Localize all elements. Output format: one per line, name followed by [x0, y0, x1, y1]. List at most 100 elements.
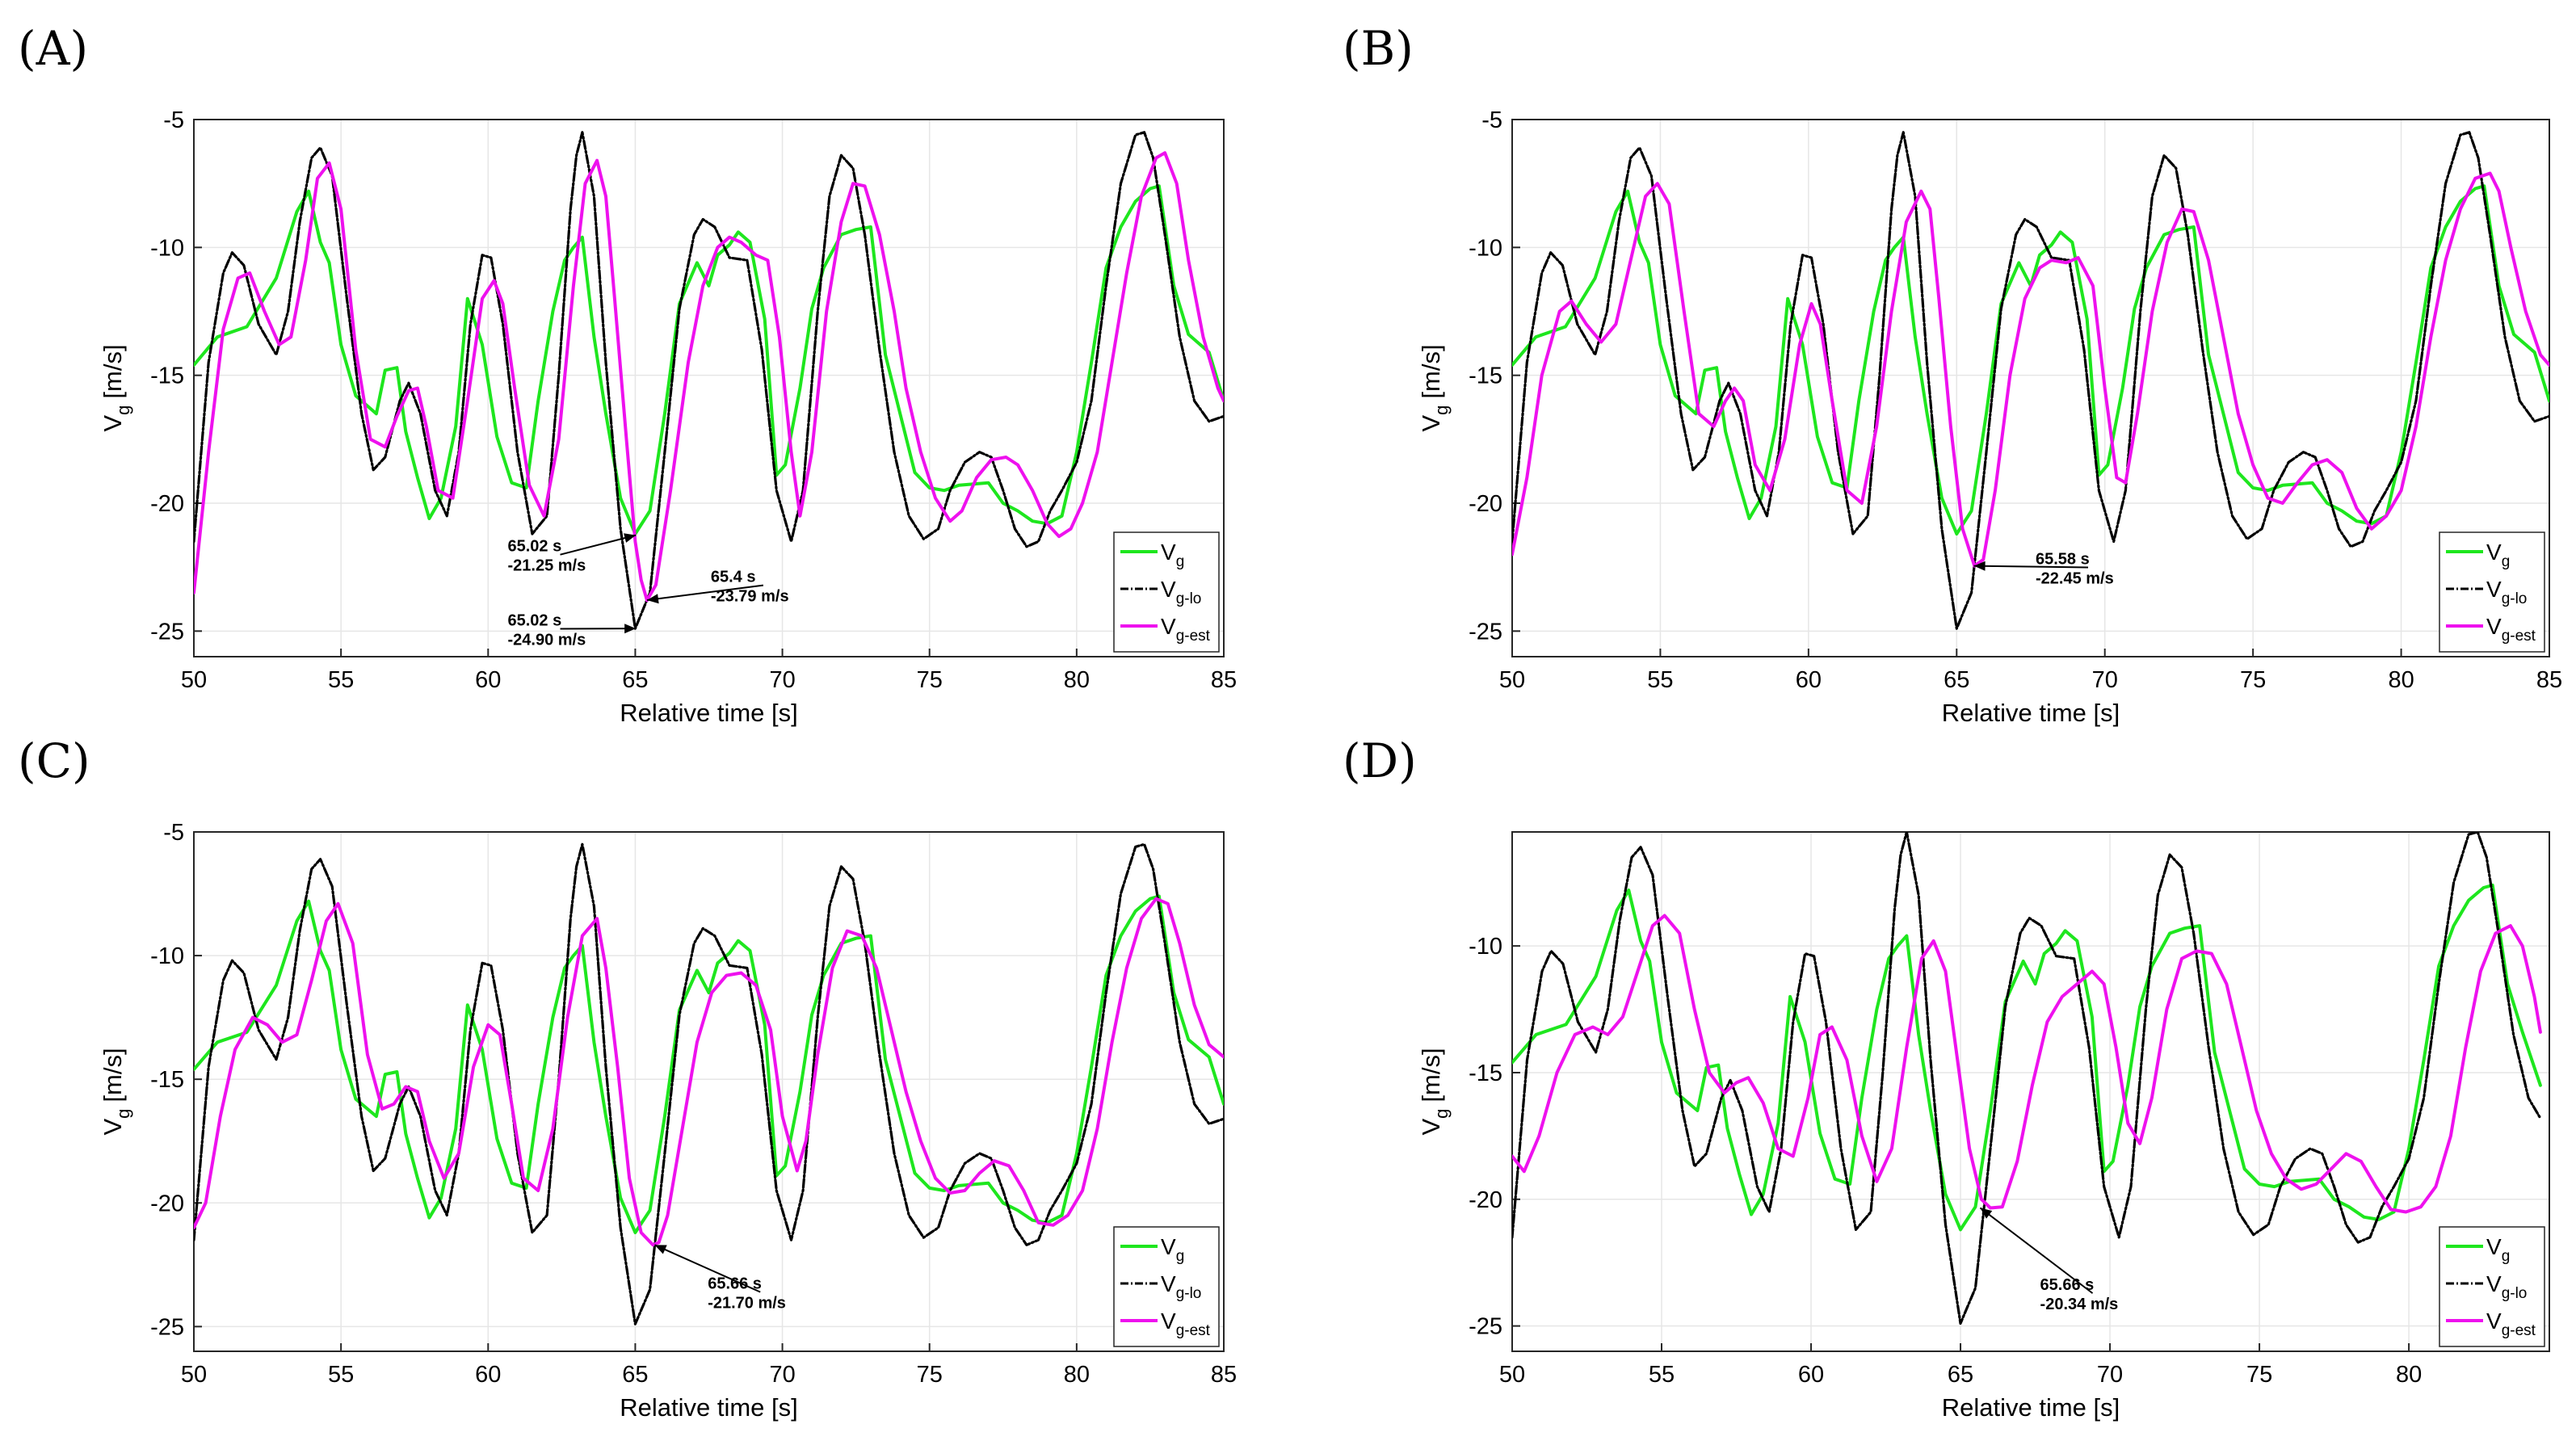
annotation-value: -20.34 m/s — [2040, 1296, 2119, 1313]
legend-label-g-lo: Vg-lo — [2486, 577, 2527, 607]
legend-label-sub: g — [2502, 553, 2511, 570]
y-tick-label: -5 — [163, 107, 184, 133]
y-tick-label: -25 — [150, 1314, 184, 1340]
annotation-time: 65.66 s — [2040, 1276, 2095, 1294]
legend-label-sub: g — [1176, 553, 1185, 570]
legend-label-sub: g-lo — [2502, 1285, 2528, 1302]
y-axis-label-unit: [m/s] — [99, 1048, 127, 1102]
y-tick-label: -20 — [150, 1191, 184, 1216]
annotation-arrowhead — [624, 533, 637, 543]
annotation-time: 65.02 s — [508, 612, 562, 630]
legend-box — [1113, 531, 1220, 653]
x-tick-label: 80 — [2396, 1362, 2422, 1388]
plot-area — [194, 120, 1224, 657]
y-axis-label-main: V — [1417, 1119, 1445, 1136]
y-tick-label: -10 — [1469, 235, 1502, 261]
series-line-v-g — [1512, 883, 2542, 1232]
series-group — [194, 131, 1224, 630]
legend-label-g-lo: Vg-lo — [1161, 577, 1201, 607]
axes-box — [193, 831, 1225, 1352]
x-tick-label: 75 — [917, 1362, 943, 1388]
y-tick-label: -10 — [150, 943, 184, 969]
legend-label-main: V — [2486, 614, 2502, 639]
x-tick-label: 75 — [917, 667, 943, 693]
x-tick-label: 75 — [2240, 667, 2266, 693]
chart-panel-d: (D) 50 55 60 65 70 75 80 -10 -15 -20 -25 Relative ti… — [1343, 733, 2550, 1422]
legend-label-sub: g-lo — [1176, 1285, 1202, 1302]
chart-panel-c: (C) 50 55 60 65 70 75 80 85 -5 -10 -15 -20 -25 Relativ… — [18, 733, 1237, 1422]
y-tick-label: -15 — [150, 363, 184, 389]
chart-panel-a: (A) 50 55 60 65 70 75 80 85 -5 -10 -15 -20 -25 Relativ… — [18, 21, 1237, 727]
chart-panel-b: (B) 50 55 60 65 70 75 80 85 -5 -10 -15 -20 -25 Relativ… — [1343, 21, 2562, 727]
y-axis-label-unit: [m/s] — [1417, 1048, 1445, 1102]
series-line-v-g-lo — [1512, 131, 2549, 630]
legend-label-sub: g-lo — [1176, 590, 1202, 607]
x-tick-label: 50 — [181, 667, 207, 693]
legend-label-main: V — [1161, 614, 1176, 639]
y-axis-label-sub: g — [113, 1109, 133, 1119]
x-tick-label: 80 — [1064, 1362, 1090, 1388]
legend-label-main: V — [2486, 1271, 2502, 1296]
x-tick-label: 60 — [475, 667, 501, 693]
y-axis-label: Vg [m/s] — [99, 1048, 133, 1135]
y-tick-label: -15 — [150, 1067, 184, 1093]
y-axis-label: Vg [m/s] — [1417, 1048, 1452, 1135]
axes-box — [1511, 119, 2550, 657]
series-group — [1512, 832, 2542, 1325]
y-tick-label: -25 — [1469, 619, 1502, 645]
legend-label-sub: g-est — [2502, 628, 2536, 645]
annotation-value: -21.25 m/s — [508, 557, 586, 575]
annotation-arrowhead — [654, 1245, 667, 1254]
legend-label-main: V — [1161, 1234, 1176, 1259]
annotation-time: 65.58 s — [2036, 551, 2090, 569]
x-tick-label: 50 — [181, 1362, 207, 1388]
y-axis-label: Vg [m/s] — [1417, 344, 1452, 431]
y-tick-label: -5 — [163, 820, 184, 846]
annotation-value: -22.45 m/s — [2036, 570, 2114, 588]
legend-label-sub: g — [2502, 1248, 2511, 1265]
panel-label: (A) — [18, 21, 88, 76]
legend-label-sub: g-est — [1176, 628, 1211, 645]
legend-label-g: Vg — [1161, 1234, 1184, 1265]
legend-label-g-est: Vg-est — [2486, 1308, 2536, 1339]
annotation-arrow — [1979, 1207, 2094, 1294]
y-axis-label-main: V — [99, 1119, 127, 1136]
y-tick-label: -5 — [1481, 107, 1502, 133]
legend-label-g-est: Vg-est — [1161, 614, 1211, 645]
x-tick-label: 50 — [1499, 1362, 1525, 1388]
panel-label: (B) — [1343, 21, 1414, 76]
panel-label: (C) — [18, 733, 90, 788]
x-tick-label: 70 — [2092, 667, 2118, 693]
y-tick-label: -25 — [150, 619, 184, 645]
legend-label-main: V — [1161, 1271, 1176, 1296]
series-line-v-g-est — [1512, 171, 2549, 568]
annotation-arrow — [646, 584, 763, 602]
x-tick-label: 65 — [1948, 1362, 1973, 1388]
y-axis-label: Vg [m/s] — [99, 344, 133, 431]
legend-label-g-est: Vg-est — [1161, 1308, 1211, 1339]
x-tick-label: 85 — [2536, 667, 2562, 693]
annotation-arrow — [1973, 565, 2089, 569]
series-line-v-g-est — [1512, 914, 2542, 1214]
series-line-v-g-lo — [1512, 832, 2542, 1325]
y-axis-label-sub: g — [113, 405, 133, 415]
annotation-time: 65.4 s — [711, 569, 756, 586]
annotation-value: -21.70 m/s — [708, 1295, 786, 1313]
legend-label-main: V — [1161, 540, 1176, 565]
y-tick-label: -15 — [1469, 1061, 1502, 1086]
y-tick-label: -20 — [1469, 1187, 1502, 1213]
legend-label-main: V — [2486, 1308, 2502, 1334]
annotation-arrowhead — [1973, 561, 1986, 571]
y-axis-label-main: V — [99, 415, 127, 432]
series-group — [1512, 131, 2549, 630]
y-axis-label-unit: [m/s] — [99, 344, 127, 398]
y-axis-label-sub: g — [1431, 405, 1452, 415]
annotation-arrowhead — [624, 624, 637, 634]
legend-label-main: V — [1161, 577, 1176, 602]
series-group — [194, 842, 1224, 1325]
annotation-time: 65.02 s — [508, 538, 562, 556]
annotation-arrow — [654, 1244, 761, 1293]
annotation-time: 65.66 s — [708, 1275, 762, 1293]
